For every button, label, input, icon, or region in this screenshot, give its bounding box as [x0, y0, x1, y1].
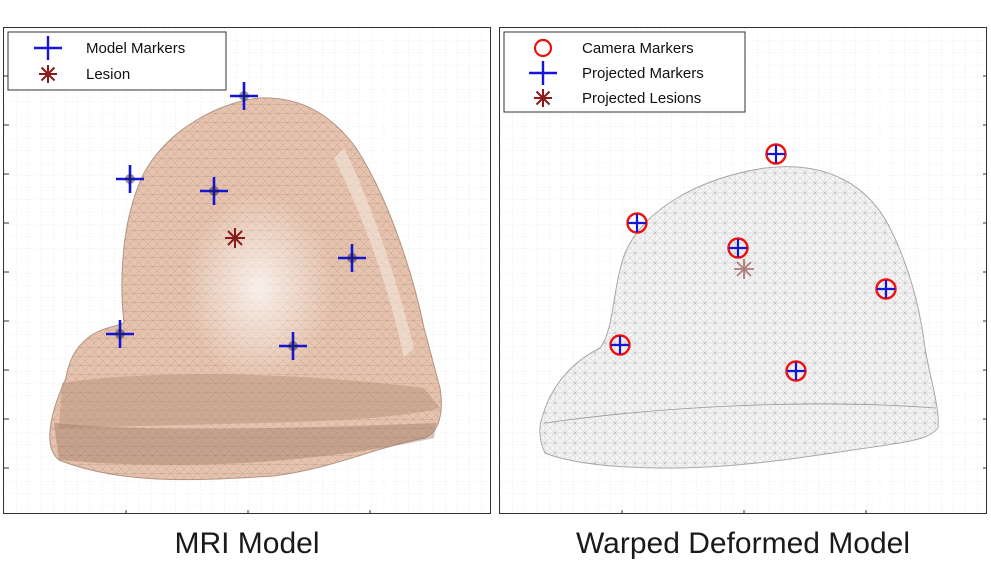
mri-model-caption: MRI Model — [174, 527, 320, 560]
model-marker — [116, 165, 144, 193]
legend-label: Model Markers — [86, 40, 185, 57]
projected-lesion-marker — [734, 259, 754, 279]
model-marker — [338, 244, 366, 272]
legend-label: Projected Lesions — [582, 90, 701, 107]
legend-label: Camera Markers — [582, 40, 694, 57]
axis-ticks — [621, 75, 986, 513]
warped-mesh-model — [539, 166, 939, 469]
camera-marker — [626, 212, 648, 234]
mri-mesh-model — [49, 97, 442, 481]
legend-label: Lesion — [86, 66, 130, 83]
legend-plus-symbol — [34, 36, 62, 60]
legend-circle-symbol — [533, 38, 553, 58]
mri-model-plot: Model Markers Lesion — [4, 28, 490, 513]
legend-plus-symbol — [529, 61, 557, 85]
camera-marker — [785, 360, 807, 382]
mri-model-panel: Model Markers Lesion — [3, 27, 491, 514]
warped-model-caption: Warped Deformed Model — [575, 527, 911, 560]
legend-asterisk-symbol — [534, 89, 552, 107]
camera-marker — [609, 334, 631, 356]
legend-label: Projected Markers — [582, 65, 704, 82]
camera-and-projected-markers — [609, 143, 897, 382]
camera-marker — [875, 278, 897, 300]
model-marker — [200, 177, 228, 205]
camera-marker — [765, 143, 787, 165]
legend: Model Markers Lesion — [7, 31, 227, 91]
warped-model-plot: Camera Markers Projected Markers Project… — [500, 28, 986, 513]
legend: Camera Markers Projected Markers Project… — [503, 31, 746, 113]
legend-asterisk-symbol — [39, 65, 57, 83]
model-marker — [106, 320, 134, 348]
lesion-marker — [225, 228, 245, 248]
axis-ticks — [4, 75, 371, 513]
model-marker — [230, 82, 258, 110]
model-markers — [106, 82, 366, 360]
camera-marker — [727, 237, 749, 259]
model-marker — [279, 332, 307, 360]
warped-model-panel: Camera Markers Projected Markers Project… — [499, 27, 987, 514]
